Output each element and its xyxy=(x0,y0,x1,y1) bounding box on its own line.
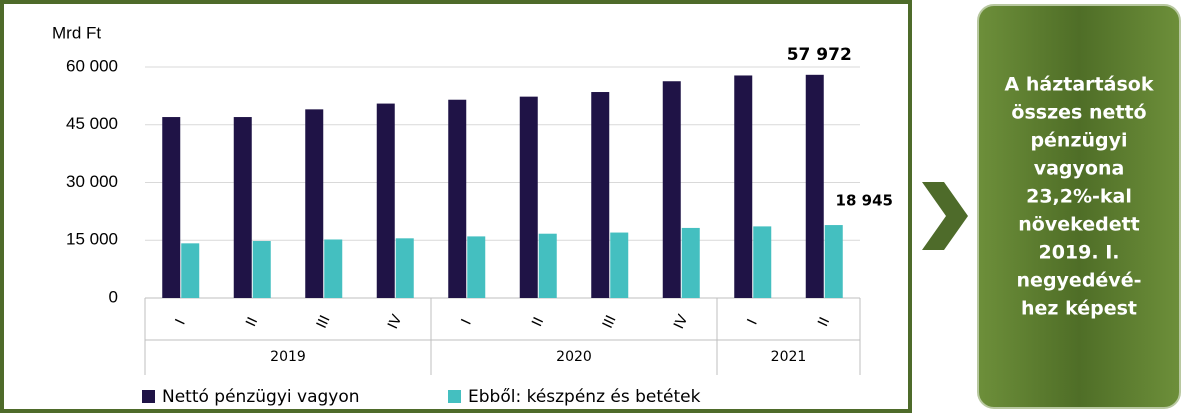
y-tick-label: 60 000 xyxy=(66,56,118,75)
callout-text: hez képest xyxy=(1021,298,1137,320)
x-group-label: 2021 xyxy=(771,349,807,365)
x-tick-label: I xyxy=(745,317,761,328)
bar xyxy=(805,74,824,298)
bar xyxy=(305,109,324,298)
bar xyxy=(252,241,271,298)
legend-label: Nettó pénzügyi vagyon xyxy=(162,387,360,407)
y-axis-label: Mrd Ft xyxy=(52,23,101,42)
bar xyxy=(395,238,414,298)
callout-text: A háztartások xyxy=(1005,74,1154,96)
x-tick-label: I xyxy=(173,317,189,328)
bar xyxy=(662,81,681,299)
y-tick-label: 15 000 xyxy=(66,230,118,249)
callout-text: vagyona xyxy=(1034,158,1125,180)
x-tick-label: III xyxy=(600,313,620,331)
bar xyxy=(162,117,181,298)
bar xyxy=(538,233,557,298)
data-label: 57 972 xyxy=(787,45,852,65)
arrow xyxy=(922,182,968,250)
bar xyxy=(591,92,610,299)
bar xyxy=(324,239,343,298)
x-group-label: 2019 xyxy=(270,349,306,365)
x-tick-label: III xyxy=(314,313,334,331)
x-tick-label: I xyxy=(459,317,475,328)
callout-text: összes nettó xyxy=(1011,102,1146,124)
bar xyxy=(824,225,843,298)
legend-label: Ebből: készpénz és betétek xyxy=(468,387,701,407)
bar xyxy=(681,227,700,298)
callout-text: pénzügyi xyxy=(1030,130,1127,152)
callout-text: negyedévé- xyxy=(1017,270,1142,292)
x-tick-label: IV xyxy=(671,312,691,332)
bar xyxy=(519,96,538,299)
data-label: 18 945 xyxy=(836,192,893,210)
bar xyxy=(610,232,629,298)
legend-swatch xyxy=(448,390,461,403)
x-group-label: 2020 xyxy=(556,349,592,365)
x-tick-label: IV xyxy=(385,312,405,332)
bar xyxy=(753,226,772,298)
bar xyxy=(448,99,467,298)
y-tick-label: 0 xyxy=(109,287,118,306)
callout-box xyxy=(977,4,1181,409)
y-tick-label: 45 000 xyxy=(66,114,118,133)
bar xyxy=(376,103,395,298)
bar xyxy=(467,236,486,298)
bar xyxy=(734,75,753,298)
callout-text: 2019. I. xyxy=(1038,242,1119,264)
y-tick-label: 30 000 xyxy=(66,172,118,191)
bar xyxy=(181,243,200,298)
callout-text: növekedett xyxy=(1018,214,1140,236)
legend-swatch xyxy=(142,390,155,403)
callout-text: 23,2%-kal xyxy=(1026,186,1132,208)
bar xyxy=(233,117,252,298)
